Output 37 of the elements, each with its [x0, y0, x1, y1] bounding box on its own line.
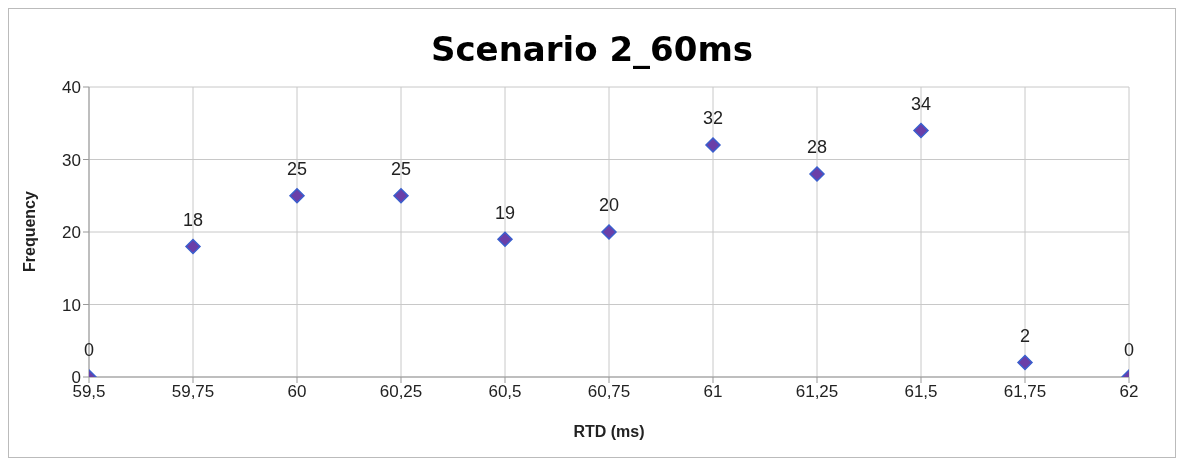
x-tick-label: 59,75 — [171, 382, 215, 402]
x-tick-label: 61,5 — [904, 382, 938, 402]
x-tick-label: 61,75 — [1003, 382, 1047, 402]
point — [497, 231, 513, 247]
data-label: 19 — [494, 202, 516, 223]
data-label: 2 — [1019, 325, 1031, 346]
y-tick-label: 10 — [62, 295, 81, 315]
point — [809, 166, 825, 182]
point — [1017, 354, 1033, 371]
point — [185, 238, 201, 255]
data-label: 34 — [910, 93, 932, 114]
point — [913, 122, 929, 139]
x-tick-label: 60 — [287, 382, 307, 402]
data-label: 20 — [598, 195, 620, 216]
point — [705, 137, 721, 153]
data-label: 25 — [286, 159, 308, 180]
x-tick-label: 61 — [703, 382, 723, 402]
chart-title: Scenario 2_60ms — [429, 29, 755, 71]
data-label: 25 — [390, 159, 412, 180]
data-label: 32 — [702, 108, 724, 129]
y-tick-label: 30 — [62, 150, 81, 170]
x-tick-label: 60,75 — [587, 382, 631, 402]
data-label: 18 — [182, 209, 204, 230]
y-axis-title: Frequency — [20, 190, 38, 272]
x-axis-title: RTD (ms) — [573, 423, 645, 440]
point — [289, 188, 305, 204]
y-tick-label: 20 — [62, 223, 81, 243]
x-tick-label: 60,25 — [379, 382, 423, 402]
data-label: 28 — [806, 137, 828, 158]
y-tick-label: 40 — [62, 78, 81, 98]
x-tick-label: 61,25 — [795, 382, 839, 402]
point — [393, 188, 409, 204]
data-label: 0 — [1123, 340, 1135, 361]
data-label: 0 — [83, 340, 95, 361]
point — [601, 224, 617, 240]
x-tick-label: 62 — [1119, 382, 1139, 402]
x-tick-label: 60,5 — [488, 382, 522, 402]
